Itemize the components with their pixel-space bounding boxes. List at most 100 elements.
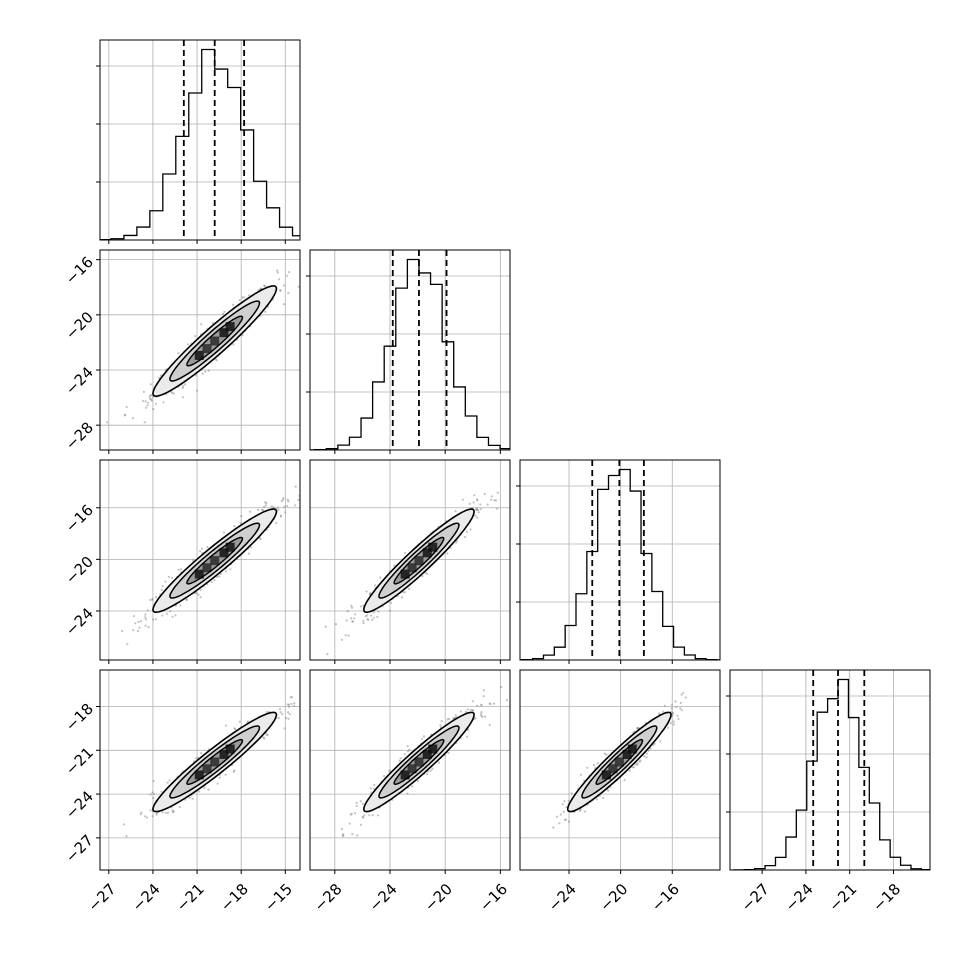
scatter-point <box>602 796 605 800</box>
scatter-point <box>197 790 200 793</box>
scatter-point <box>370 614 373 617</box>
panel-frame <box>519 669 721 871</box>
panel-r3-c2: −24 −20 −16 <box>519 669 721 915</box>
scatter-point <box>379 576 382 579</box>
scatter-point <box>350 617 353 620</box>
scatter-point <box>231 303 235 306</box>
scatter-point <box>150 398 153 401</box>
scatter-point <box>666 726 670 729</box>
scatter-point <box>632 766 636 769</box>
scatter-point <box>222 312 225 315</box>
histogram-step <box>310 258 510 450</box>
scatter-point <box>265 734 268 737</box>
scatter-point <box>155 812 158 815</box>
scatter-point <box>353 617 356 620</box>
scatter-point <box>162 401 165 404</box>
scatter-point <box>171 615 174 619</box>
scatter-point <box>154 618 157 621</box>
scatter-point <box>311 250 313 252</box>
contour-line-outer <box>566 711 672 813</box>
scatter-point <box>496 491 499 494</box>
scatter-point <box>151 598 154 602</box>
scatter-point <box>403 753 406 756</box>
scatter-point <box>454 510 457 513</box>
contour-line-inner <box>186 536 244 585</box>
density-cell <box>422 548 432 558</box>
scatter-point <box>671 711 674 715</box>
scatter-point <box>144 624 147 627</box>
scatter-point <box>279 711 282 714</box>
scatter-point <box>634 763 637 766</box>
scatter-point <box>376 814 380 817</box>
scatter-point <box>559 813 562 816</box>
scatter-point <box>161 585 165 588</box>
scatter-point <box>241 334 244 337</box>
scatter-point <box>264 284 267 287</box>
scatter-point <box>239 521 242 524</box>
scatter-point <box>365 590 368 593</box>
scatter-point <box>472 709 475 712</box>
scatter-point <box>171 391 174 394</box>
scatter-point <box>160 588 163 592</box>
y-tick-label: −27 <box>62 831 97 866</box>
density-layer <box>121 485 300 646</box>
scatter-point <box>465 735 469 738</box>
scatter-point <box>371 618 374 622</box>
scatter-point <box>181 386 184 390</box>
contour-line-inner <box>186 315 244 367</box>
scatter-point <box>463 535 467 539</box>
scatter-point <box>659 740 662 743</box>
panel-r2-c2 <box>516 459 721 664</box>
scatter-point <box>406 792 409 795</box>
scatter-point <box>149 394 152 397</box>
scatter-point <box>636 727 639 730</box>
scatter-point <box>670 707 673 710</box>
scatter-point <box>679 701 683 705</box>
panel-r3-c1: −28 −24 −20 −16 <box>309 669 511 915</box>
scatter-point <box>603 752 606 755</box>
scatter-point <box>388 770 391 773</box>
scatter-point <box>218 575 221 578</box>
scatter-point <box>199 596 202 599</box>
scatter-point <box>257 508 260 511</box>
contour-line-middle <box>378 725 460 799</box>
scatter-point <box>469 708 472 711</box>
contour-line-inner <box>595 738 644 785</box>
scatter-point <box>350 812 353 816</box>
panel-r3-c0: −27 −24 −21 −18 −27 −24 −21 −18 −15 <box>62 669 318 915</box>
scatter-point <box>126 643 129 646</box>
scatter-point <box>264 501 267 504</box>
scatter-point <box>480 711 483 714</box>
panel-r1-c1 <box>306 249 511 454</box>
panel-frame <box>309 249 511 451</box>
scatter-point <box>393 564 396 567</box>
scatter-point <box>406 745 409 748</box>
scatter-point <box>567 820 571 823</box>
scatter-point <box>353 812 357 815</box>
density-cell <box>202 563 212 573</box>
scatter-point <box>272 506 275 509</box>
scatter-point <box>224 773 227 776</box>
scatter-point <box>278 707 282 711</box>
scatter-point <box>366 614 369 617</box>
scatter-point <box>468 502 471 505</box>
histogram-step <box>733 678 930 870</box>
scatter-point <box>349 813 352 816</box>
scatter-point <box>282 496 285 500</box>
density-layer <box>324 491 499 656</box>
scatter-point <box>134 622 137 625</box>
scatter-point <box>316 691 318 693</box>
scatter-point <box>474 717 477 720</box>
scatter-point <box>477 511 480 514</box>
scatter-point <box>210 581 213 584</box>
scatter-point <box>474 514 477 517</box>
y-tick-label: −18 <box>62 700 97 735</box>
x-tick-label: −21 <box>173 880 208 915</box>
scatter-point <box>263 284 266 287</box>
scatter-point <box>552 826 555 829</box>
scatter-point <box>495 507 499 510</box>
scatter-point <box>138 626 141 629</box>
scatter-point <box>671 712 674 715</box>
panel-frame <box>99 249 301 451</box>
scatter-point <box>448 717 451 721</box>
